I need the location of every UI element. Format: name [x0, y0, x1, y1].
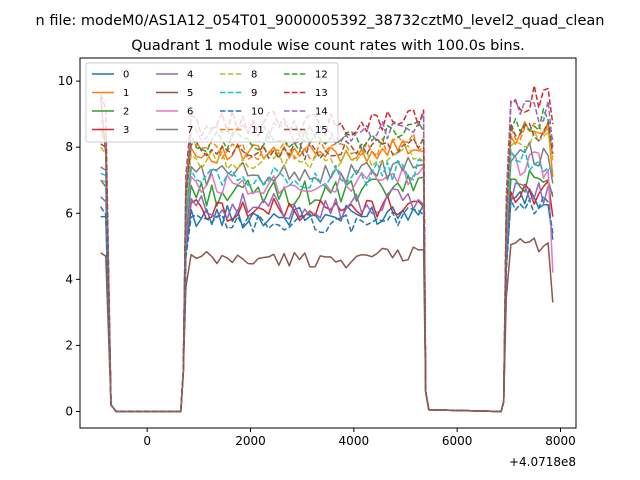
- legend-label: 14: [315, 107, 328, 118]
- x-tick-label: 4000: [339, 434, 370, 448]
- x-tick-label: 2000: [235, 434, 266, 448]
- series-layer: [99, 84, 554, 413]
- y-tick-label: 6: [65, 206, 73, 220]
- series-line-2: [100, 169, 554, 413]
- series-line-10: [100, 195, 554, 413]
- legend-label: 8: [251, 70, 257, 81]
- figure-suptitle: n file: modeM0/AS1A12_054T01_9000005392_…: [36, 13, 605, 29]
- y-tick-label: 2: [65, 338, 73, 352]
- series-line-8: [100, 130, 554, 413]
- series-line-3: [99, 97, 554, 413]
- legend-label: 5: [187, 88, 193, 99]
- y-axis: 0 2 4 6 8 10: [58, 74, 80, 418]
- legend-label: 12: [315, 70, 328, 81]
- series-line-4: [100, 182, 554, 413]
- series-line-0: [100, 188, 554, 413]
- chart-title: Quadrant 1 module wise count rates with …: [131, 38, 525, 54]
- legend-label: 4: [187, 70, 193, 81]
- series-line-11: [100, 121, 554, 413]
- legend-label: 15: [315, 125, 328, 136]
- legend-label: 3: [123, 125, 129, 136]
- axes-frame: [79, 57, 577, 429]
- series-line-1: [100, 121, 554, 413]
- legend-label: 2: [123, 107, 129, 118]
- series-line-6: [100, 151, 554, 413]
- series-line-7: [100, 141, 554, 413]
- x-tick-label: 8000: [545, 434, 576, 448]
- legend-label: 1: [123, 88, 129, 99]
- series-line-5: [100, 237, 554, 413]
- x-tick-label: 0: [143, 434, 151, 448]
- legend-label: 7: [187, 125, 193, 136]
- legend-label: 10: [251, 107, 264, 118]
- x-axis: 0 2000 4000 6000 8000: [143, 428, 576, 448]
- y-tick-label: 8: [65, 140, 73, 154]
- series-line-15: [100, 121, 554, 413]
- legend-label: 11: [251, 125, 264, 136]
- x-offset-text: +4.0718e8: [509, 455, 576, 469]
- y-tick-label: 10: [58, 74, 73, 88]
- legend-label: 13: [315, 88, 328, 99]
- legend-label: 9: [251, 88, 257, 99]
- y-tick-label: 4: [65, 272, 73, 286]
- series-line-14: [100, 98, 554, 413]
- y-tick-label: 0: [65, 404, 73, 418]
- x-tick-label: 6000: [442, 434, 473, 448]
- legend-label: 6: [187, 107, 193, 118]
- legend-frame: [85, 62, 339, 143]
- legend-label: 0: [123, 70, 129, 81]
